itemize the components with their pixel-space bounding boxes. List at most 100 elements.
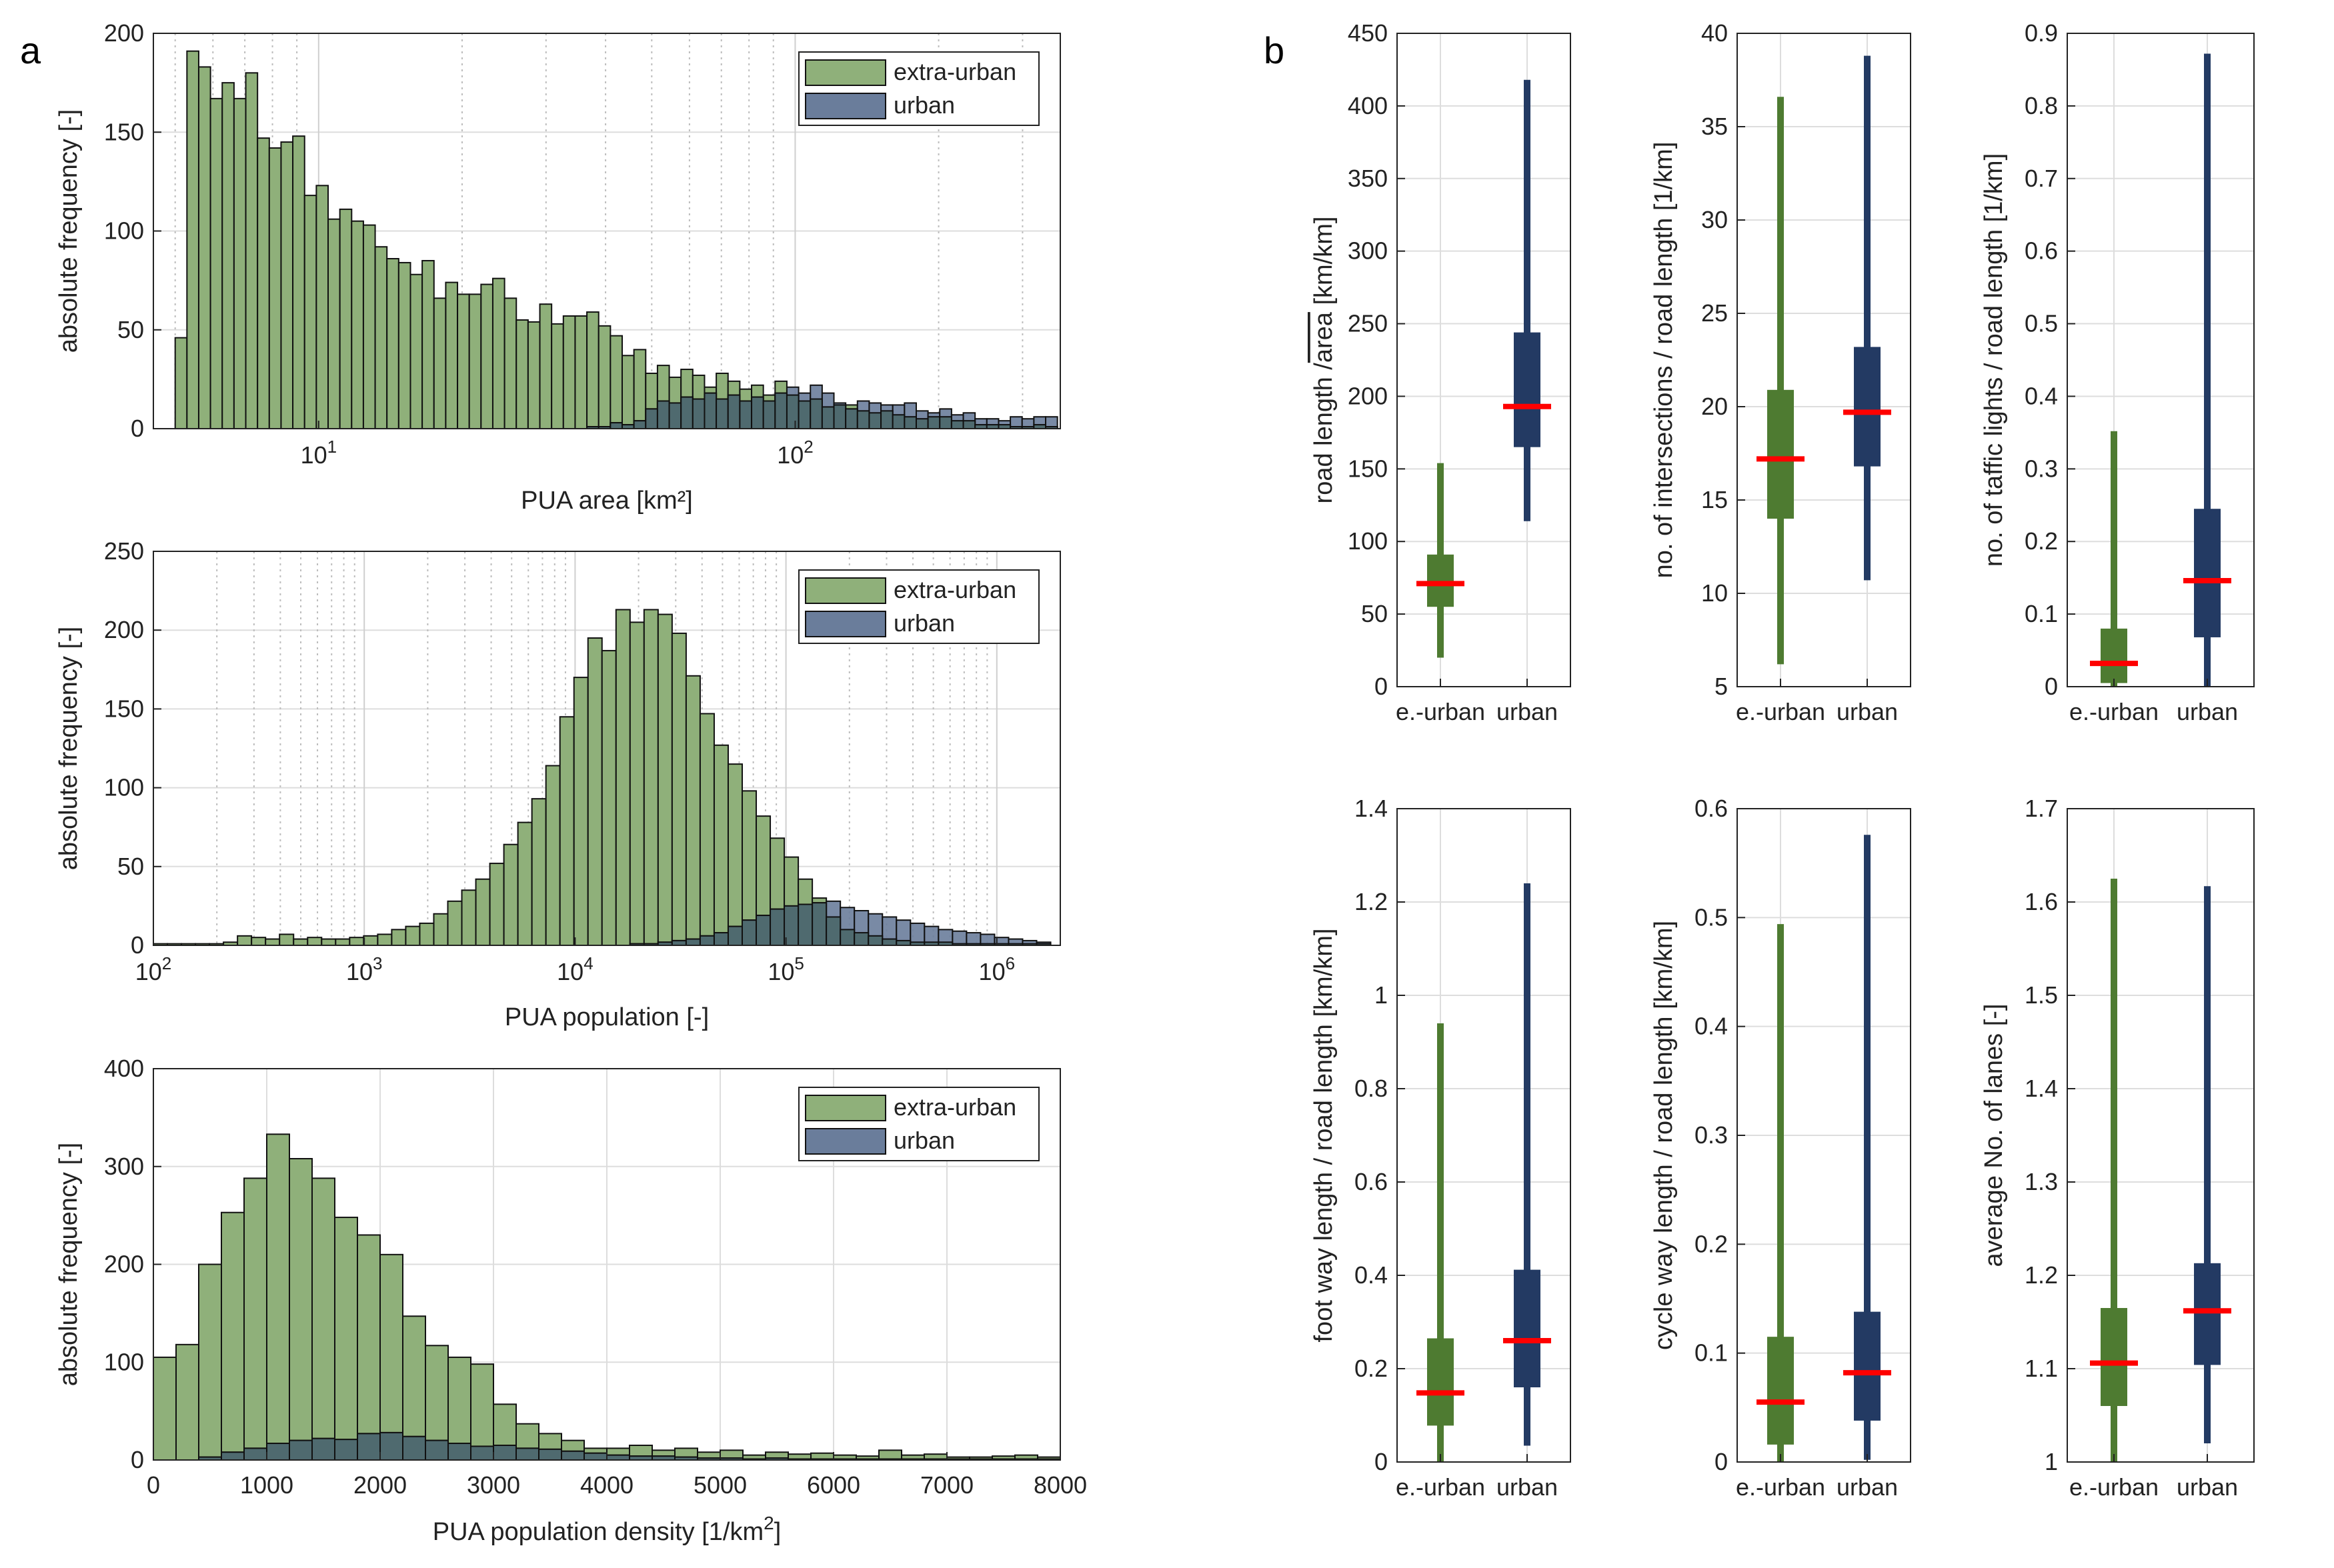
x-tick-label: urban [2177,698,2238,725]
y-tick-label: 100 [104,1348,144,1375]
x-axis-label: PUA population density [1/km2] [433,1513,782,1546]
bar-overlap [868,935,884,947]
bar-overlap [704,392,718,430]
y-tick-label: 0.6 [2025,237,2058,265]
y-axis-label: road length /area [km/km] [1310,217,1338,504]
bar-extra-urban [349,937,365,947]
bar-extra-urban [363,935,379,947]
bar-extra-urban [186,50,199,429]
y-tick-label: 0.1 [1694,1339,1728,1367]
axes-frame [1736,33,1911,687]
bar-overlap [892,414,906,429]
bar-extra-urban [699,713,715,946]
bar-overlap [515,1447,539,1461]
bar-extra-urban [405,925,421,946]
bar-extra-urban [671,632,687,946]
y-tick-label: 1.4 [2025,1075,2058,1102]
y-tick-label: 40 [1701,19,1728,47]
y-axis-label: no. of taffic lights / road length [1/km… [1980,153,2008,567]
bar-overlap [447,1443,471,1461]
bar-overlap [668,402,682,430]
y-tick-label: 350 [1348,165,1388,192]
bar-extra-urban [334,1217,358,1461]
bar-overlap [685,938,701,946]
y-tick-label: 0.3 [1694,1121,1728,1149]
y-tick-label: 300 [104,1153,144,1180]
bar-extra-urban [268,147,282,429]
bar-extra-urban [237,935,253,947]
bar-overlap [868,412,882,430]
x-tick-label: 105 [768,953,804,985]
bar-overlap [713,932,729,947]
x-tick-label: urban [1496,1473,1558,1501]
legend-swatch-urban [805,93,886,119]
chart-box-int: 5 10 15 20 25 30 35 40 e.-urban urban no. of inter… [1650,19,1911,725]
y-axis-label: no. of intersections / road length [1/km… [1650,142,1678,579]
x-tick-label: 102 [777,437,814,469]
y-tick-label: 0.8 [1354,1075,1388,1102]
bar-overlap [786,394,800,429]
box-extra-urban [1427,1338,1454,1426]
bar-overlap [896,939,912,946]
y-tick-label: 200 [1348,382,1388,409]
legend-label: extra-urban [894,576,1016,603]
bar-extra-urban [266,1133,290,1461]
bar-extra-urban [257,137,270,430]
chart-box-lanes: 1 1.1 1.2 1.3 1.4 1.5 1.6 1.7 e.-urban urban avera… [1980,795,2255,1501]
bar-overlap [584,1452,608,1461]
bar-overlap [751,396,764,429]
bar-overlap [739,400,753,429]
y-tick-label: 0.4 [1694,1013,1728,1040]
y-tick-label: 0.4 [1354,1261,1388,1289]
bar-overlap [854,932,870,947]
bar-overlap [633,420,647,430]
y-tick-label: 1.5 [2025,981,2058,1009]
bar-extra-urban [657,613,673,946]
bar-overlap [266,1443,290,1461]
bar-extra-urban [377,933,393,947]
bar-extra-urban [559,716,575,946]
bar-extra-urban [574,315,588,429]
x-tick-label: e.-urban [2069,698,2159,725]
bar-overlap [798,903,814,947]
x-tick-label: urban [1837,1473,1898,1501]
bar-extra-urban [545,765,561,947]
x-axis-label: PUA population [-] [505,1003,709,1031]
bar-overlap [656,400,670,429]
bar-overlap [402,1435,426,1461]
x-tick-label: 6000 [807,1471,860,1499]
y-tick-label: 0.6 [1354,1168,1388,1195]
legend-label: extra-urban [894,1093,1016,1121]
bar-extra-urban [327,218,341,429]
x-tick-label: 101 [301,437,337,469]
bar-extra-urban [311,1177,335,1461]
y-tick-label: 200 [104,1251,144,1278]
bar-extra-urban [515,319,529,429]
box-urban [1514,1269,1540,1387]
x-tick-label: urban [1837,698,1898,725]
legend-label: extra-urban [894,58,1016,85]
bar-overlap [770,908,786,947]
bar-overlap [880,410,894,430]
bar-extra-urban [685,675,701,946]
legend-swatch-extra-urban [805,59,886,86]
y-tick-label: 0.4 [2025,382,2058,409]
x-tick-label: e.-urban [1396,1473,1485,1501]
y-axis-label: absolute frequency [-] [55,627,83,870]
bar-overlap [221,1451,245,1461]
y-tick-label: 0 [131,1446,144,1473]
bar-overlap [493,1444,517,1461]
bar-extra-urban [587,637,603,947]
y-tick-label: 20 [1701,393,1728,420]
y-axis-label: average No. of lanes [-] [1980,1004,2008,1267]
y-tick-label: 200 [104,616,144,643]
x-tick-label: 7000 [920,1471,974,1499]
bar-overlap [810,398,823,430]
bar-extra-urban [357,1234,381,1461]
x-tick-label: 8000 [1034,1471,1087,1499]
bar-extra-urban [379,1253,403,1461]
bar-overlap [950,420,964,430]
legend-swatch-extra-urban [805,1095,886,1121]
bar-extra-urban [409,273,423,430]
